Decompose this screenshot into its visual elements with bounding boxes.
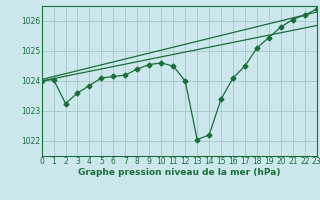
X-axis label: Graphe pression niveau de la mer (hPa): Graphe pression niveau de la mer (hPa) [78, 168, 280, 177]
